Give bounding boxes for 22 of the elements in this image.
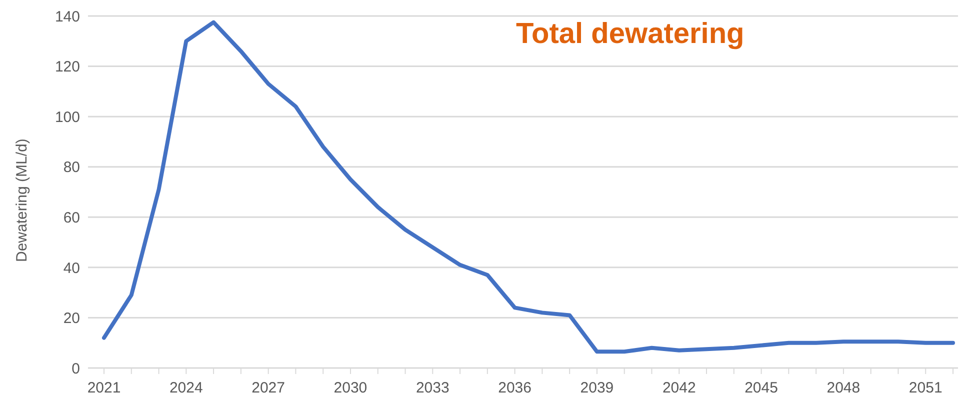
x-tick-label: 2030 [334,380,368,397]
y-tick-label: 140 [54,8,80,26]
y-tick-label: 40 [63,260,80,277]
y-tick-label: 80 [63,159,80,176]
y-tick-label: 100 [54,108,80,126]
y-tick-label: 20 [63,310,80,328]
y-tick-label: 60 [63,209,80,226]
x-tick-label: 2048 [826,380,860,397]
x-tick-label: 2036 [498,380,532,397]
x-tick-label: 2045 [744,380,778,397]
chart-title: Total dewatering [516,18,744,51]
y-axis-title: Dewatering (ML/d) [13,138,30,262]
line-series [102,20,955,354]
x-tick-label: 2042 [662,380,696,397]
x-tick-label: 2021 [87,380,121,397]
y-tick-label: 120 [54,58,80,76]
x-tick-label: 2039 [580,380,614,397]
x-tick-label: 2027 [252,380,286,397]
x-tick-label: 2033 [416,380,450,397]
x-tick-label: 2051 [908,380,942,397]
y-tick-label: 0 [72,360,80,378]
x-tick-label: 2024 [169,380,203,397]
